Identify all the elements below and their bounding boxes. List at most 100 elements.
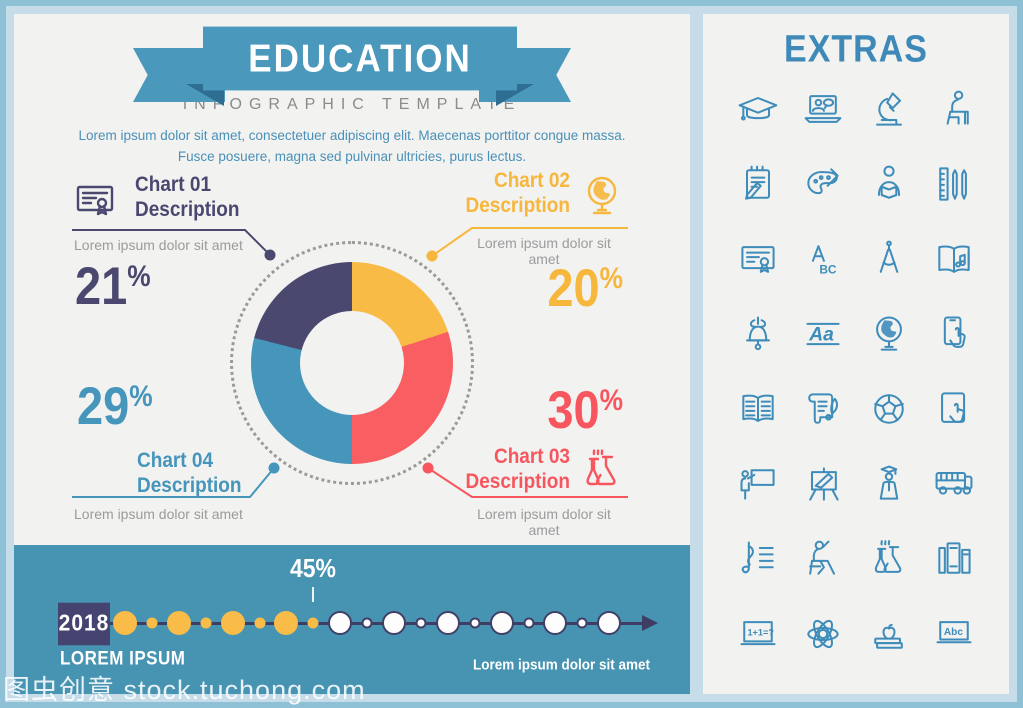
bookshelf-icon [932, 537, 976, 586]
timeline-dot [543, 611, 568, 635]
timeline-dot [307, 617, 319, 629]
timeline-bar: 45% 2018 LOREM IPSUM Lorem ipsum dolor s… [14, 545, 690, 694]
page-frame: EDUCATION INFOGRAPHIC TEMPLATE Lorem ips… [6, 6, 1017, 702]
extras-panel: EXTRAS BC Aa 1+1=? Abc [703, 14, 1009, 694]
tablet-touch-icon [932, 387, 976, 436]
open-book-icon [736, 387, 780, 436]
globe-icon [578, 172, 626, 225]
globe-icon [867, 312, 911, 361]
svg-text:Aa: Aa [809, 324, 835, 345]
timeline-dot [254, 617, 265, 629]
handwriting-icon: Aa [801, 312, 845, 361]
timeline-dot [166, 611, 191, 635]
chart-01-title: Chart 01 [135, 173, 212, 197]
svg-text:Abc: Abc [944, 627, 963, 638]
soccer-ball-icon [867, 387, 911, 436]
apple-books-icon [867, 612, 911, 661]
student-desk-icon [932, 87, 976, 136]
chart-01-value: 21% [75, 259, 151, 312]
timeline-dot [361, 617, 373, 629]
timeline-dot [469, 617, 481, 629]
school-bell-icon [736, 312, 780, 361]
chart-03-label: Chart 03 Description [430, 445, 570, 495]
timeline-dot [489, 611, 514, 635]
chart-02-value: 20% [473, 261, 623, 314]
svg-text:BC: BC [820, 263, 838, 277]
timeline-right-label: Lorem ipsum dolor sit amet [472, 656, 650, 673]
chart-03-title: Chart 03 [493, 445, 570, 469]
page-title: EDUCATION [203, 26, 517, 91]
timeline-dot [200, 617, 212, 629]
chart-02-title: Chart 02 [493, 169, 570, 193]
timeline-dot [274, 611, 299, 635]
chemistry-flasks-icon [578, 446, 626, 499]
chart-03-number: 30 [547, 379, 600, 440]
chart-01-number: 21 [75, 255, 128, 316]
svg-text:1+1=?: 1+1=? [747, 627, 774, 637]
callout-connectors [72, 227, 628, 498]
chart-03-subtitle: Description [465, 470, 570, 494]
abc-board-icon: Abc [932, 612, 976, 661]
chart-02-number: 20 [547, 257, 600, 318]
teacher-blackboard-icon [736, 462, 780, 511]
timeline-dot [523, 617, 534, 629]
chart-02-subtitle: Description [465, 194, 570, 218]
timeline-year-box: 2018 [58, 602, 110, 646]
chart-01-caption: Lorem ipsum dolor sit amet [74, 237, 243, 253]
chart-01-subtitle: Description [135, 198, 240, 222]
reading-person-icon [867, 162, 911, 211]
chemistry-flasks-icon [867, 537, 911, 586]
chart-03-caption: Lorem ipsum dolor sit amet [477, 506, 611, 538]
timeline-dot [220, 611, 245, 635]
chart-03-value: 30% [473, 383, 623, 436]
timeline-dot [597, 611, 622, 635]
timeline-left-label: LOREM IPSUM [60, 647, 186, 670]
certificate-icon [71, 176, 119, 229]
sheet-music-icon [736, 537, 780, 586]
timeline-dot [576, 617, 588, 629]
chart-04-subtitle: Description [137, 474, 242, 498]
extras-grid: BC Aa 1+1=? Abc [703, 74, 1009, 674]
atom-icon [801, 612, 845, 661]
donut-dotted-ring [230, 241, 474, 485]
timeline-marker-label: 45% [289, 553, 337, 583]
chart-04-title: Chart 04 [137, 449, 214, 473]
drawing-compass-icon [867, 237, 911, 286]
chart-04-value: 29% [77, 379, 153, 432]
chart-02-caption: Lorem ipsum dolor sit amet [477, 235, 611, 267]
chart-04-percent-sign: % [129, 379, 153, 413]
chart-01-label: Chart 01 Description [135, 173, 240, 223]
music-book-icon [932, 237, 976, 286]
scroll-quill-icon [801, 387, 845, 436]
microscope-icon [867, 87, 911, 136]
paint-palette-icon [801, 162, 845, 211]
chart-04-caption: Lorem ipsum dolor sit amet [74, 506, 243, 522]
easel-icon [801, 462, 845, 511]
page-subtitle: INFOGRAPHIC TEMPLATE [182, 96, 522, 113]
notepad-icon [736, 162, 780, 211]
timeline-line [110, 622, 644, 625]
donut-chart [251, 262, 453, 464]
donut-hole [300, 311, 404, 415]
ruler-pens-icon [932, 162, 976, 211]
chart-02-label: Chart 02 Description [430, 169, 570, 219]
school-bus-icon [932, 462, 976, 511]
stock-watermark: 图虫创意 stock.tuchong.com [3, 675, 366, 705]
smartphone-touch-icon [932, 312, 976, 361]
chart-03-percent-sign: % [599, 383, 623, 417]
chart-02-percent-sign: % [599, 261, 623, 295]
graduation-cap-icon [736, 87, 780, 136]
graduate-icon [867, 462, 911, 511]
timeline-dot [113, 611, 137, 635]
timeline-marker-tick [312, 587, 314, 602]
math-board-icon: 1+1=? [736, 612, 780, 661]
abc-letters-icon: BC [801, 237, 845, 286]
timeline-arrow-icon [642, 615, 658, 631]
chart-04-number: 29 [77, 375, 130, 436]
infographic-panel: EDUCATION INFOGRAPHIC TEMPLATE Lorem ips… [14, 14, 690, 545]
timeline-dot [435, 611, 460, 635]
timeline-dot [382, 611, 406, 635]
chart-01-percent-sign: % [127, 259, 151, 293]
timeline-dot [146, 617, 158, 629]
chart-04-label: Chart 04 Description [137, 449, 242, 499]
